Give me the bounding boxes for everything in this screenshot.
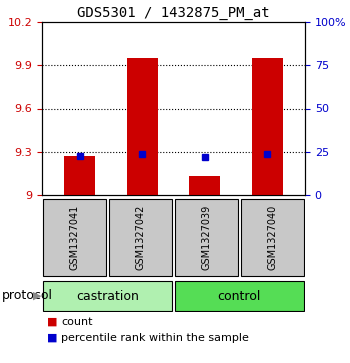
- Bar: [109, 199, 172, 276]
- Text: percentile rank within the sample: percentile rank within the sample: [61, 333, 249, 343]
- Text: castration: castration: [76, 290, 139, 302]
- Text: ■: ■: [47, 317, 58, 327]
- Bar: [43, 199, 106, 276]
- Text: ▶: ▶: [33, 291, 41, 301]
- Bar: [175, 199, 238, 276]
- Text: GSM1327042: GSM1327042: [136, 205, 146, 270]
- Bar: [175, 281, 304, 311]
- Text: ■: ■: [47, 333, 58, 343]
- Bar: [43, 281, 172, 311]
- Bar: [127, 58, 158, 195]
- Text: control: control: [218, 290, 261, 302]
- Text: count: count: [61, 317, 93, 327]
- Text: protocol: protocol: [2, 290, 53, 302]
- Text: GSM1327041: GSM1327041: [70, 205, 80, 270]
- Text: GSM1327039: GSM1327039: [201, 205, 211, 270]
- Bar: [252, 58, 283, 195]
- Bar: [64, 156, 95, 195]
- Bar: [189, 176, 220, 195]
- Bar: [240, 199, 304, 276]
- Title: GDS5301 / 1432875_PM_at: GDS5301 / 1432875_PM_at: [77, 5, 270, 20]
- Text: GSM1327040: GSM1327040: [267, 205, 277, 270]
